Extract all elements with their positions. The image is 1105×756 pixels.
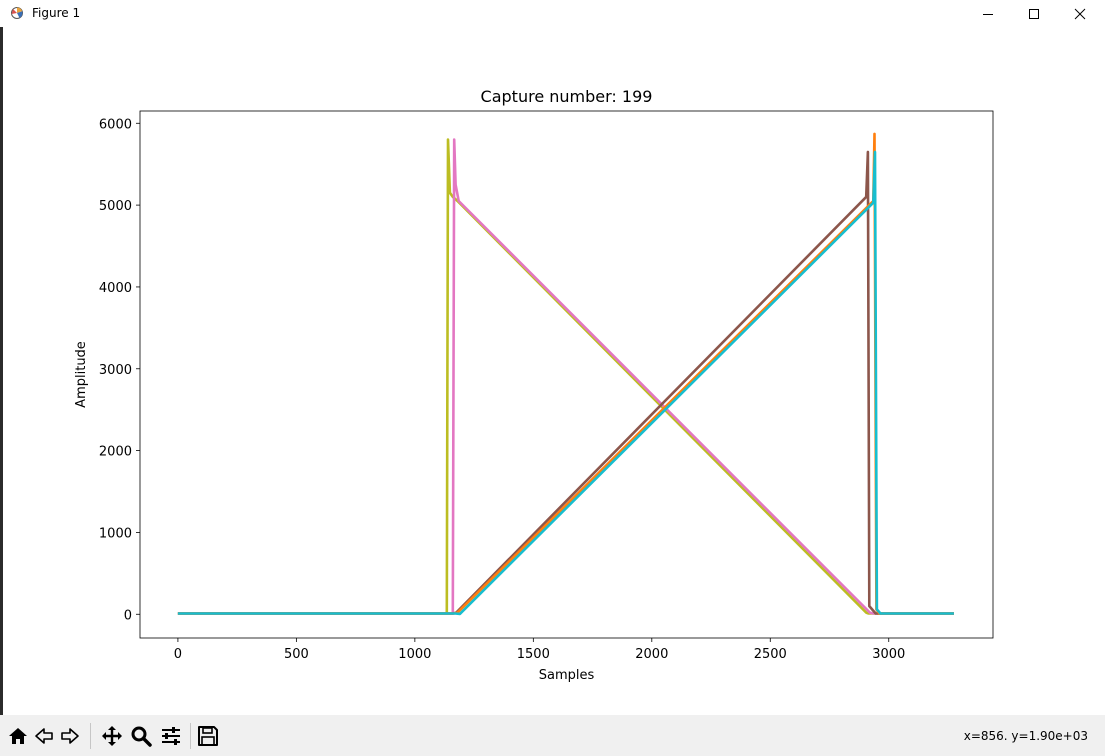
y-tick-label: 4000 xyxy=(99,281,132,296)
window-border xyxy=(0,27,3,717)
y-tick-label: 6000 xyxy=(99,117,132,132)
figure-canvas[interactable]: 0 500 1000 1500 2000 2500 3000 0 1000 2000 3000 40… xyxy=(3,27,1105,715)
x-axis-label: Samples xyxy=(539,668,595,683)
home-icon xyxy=(9,728,27,744)
back-button[interactable] xyxy=(31,723,57,749)
title-bar: Figure 1 xyxy=(0,0,1105,27)
line-chart[interactable]: 0 500 1000 1500 2000 2500 3000 0 1000 2000 3000 40… xyxy=(3,27,1105,715)
x-tick-label: 1000 xyxy=(398,647,431,662)
y-tick-label: 5000 xyxy=(99,199,132,214)
window-title: Figure 1 xyxy=(32,6,81,20)
cursor-coordinates: x=856. y=1.90e+03 xyxy=(963,729,1088,743)
zoom-button[interactable] xyxy=(128,723,154,749)
back-arrow-icon xyxy=(35,728,53,744)
series-line-3 xyxy=(177,132,954,615)
pan-icon xyxy=(102,726,122,746)
save-button[interactable] xyxy=(195,723,221,749)
series-line-4 xyxy=(177,150,954,616)
toolbar-separator xyxy=(90,723,91,749)
home-button[interactable] xyxy=(5,723,31,749)
y-tick-label: 3000 xyxy=(99,363,132,378)
x-tick-label: 1500 xyxy=(517,647,550,662)
x-axis: 0 500 1000 1500 2000 2500 3000 xyxy=(174,638,905,662)
matplotlib-figure-icon xyxy=(11,7,23,19)
minimize-button[interactable] xyxy=(965,0,1011,27)
pan-button[interactable] xyxy=(99,723,125,749)
navigation-toolbar: x=856. y=1.90e+03 xyxy=(0,715,1105,756)
forward-arrow-icon xyxy=(61,728,79,744)
minimize-icon xyxy=(983,13,993,15)
configure-subplots-button[interactable] xyxy=(158,723,184,749)
x-tick-label: 3000 xyxy=(872,647,905,662)
y-tick-label: 2000 xyxy=(99,445,132,460)
x-tick-label: 500 xyxy=(284,647,309,662)
axes-frame xyxy=(139,110,994,639)
x-tick-label: 2000 xyxy=(635,647,668,662)
series-line-0 xyxy=(177,138,954,615)
save-icon xyxy=(198,726,218,746)
maximize-button[interactable] xyxy=(1011,0,1057,27)
close-icon xyxy=(1074,8,1086,19)
zoom-icon xyxy=(131,726,152,747)
toolbar-separator xyxy=(190,723,191,749)
maximize-icon xyxy=(1029,8,1039,19)
series-line-2 xyxy=(177,150,954,615)
chart-title: Capture number: 199 xyxy=(481,87,653,106)
configure-subplots-icon xyxy=(162,727,180,745)
y-tick-label: 1000 xyxy=(99,526,132,541)
x-tick-label: 2500 xyxy=(754,647,787,662)
x-tick-label: 0 xyxy=(174,647,182,662)
y-tick-label: 0 xyxy=(124,608,132,623)
forward-button[interactable] xyxy=(57,723,83,749)
series-line-1 xyxy=(177,138,954,615)
y-axis: 0 1000 2000 3000 4000 5000 6000 xyxy=(99,117,140,623)
y-axis-label: Amplitude xyxy=(74,341,89,408)
close-button[interactable] xyxy=(1057,0,1103,27)
plot-lines xyxy=(177,132,954,616)
